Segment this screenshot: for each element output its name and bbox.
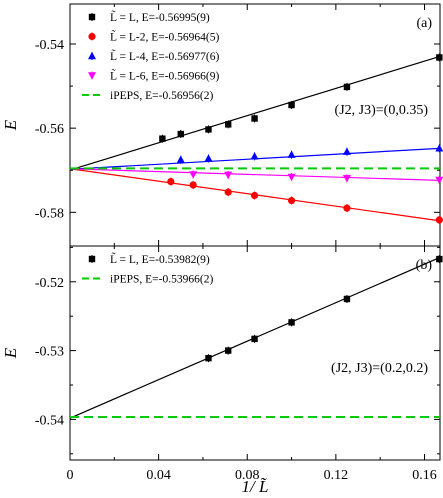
- y-tick-label: -0.58: [35, 206, 64, 221]
- fit-line: [69, 56, 440, 171]
- data-point: [435, 144, 443, 152]
- legend-marker: [88, 51, 96, 60]
- panel-label: (b): [416, 258, 433, 273]
- legend: L̃ = L, E=-0.53982(9) iPEPS, E=-0.53966(2…: [82, 252, 213, 286]
- y-tick-label: -0.53: [35, 345, 64, 360]
- data-point: [342, 175, 351, 183]
- data-point: [189, 181, 197, 189]
- data-point: [189, 171, 198, 179]
- data-point: [176, 155, 185, 163]
- plot-frame: [69, 245, 441, 461]
- data-point: [288, 101, 295, 109]
- x-tick-label: 0.08: [235, 468, 260, 483]
- data-point: [167, 178, 175, 186]
- data-point: [251, 335, 258, 343]
- data-point: [204, 154, 213, 162]
- parameter-annotation: (J2, J3)=(0,0.35): [335, 103, 429, 118]
- legend-label: iPEPS, E=-0.53966(2): [110, 274, 213, 286]
- fit-line: [69, 168, 440, 181]
- data-point: [288, 319, 295, 326]
- data-point: [343, 295, 351, 303]
- data-point: [224, 121, 232, 128]
- data-point: [224, 347, 232, 354]
- data-point: [177, 130, 184, 138]
- series-1: [69, 168, 443, 224]
- data-point: [250, 191, 259, 200]
- legend-label: iPEPS, E=-0.56956(2): [110, 90, 213, 102]
- legend-label: L̃ = L, E=-0.56995(9): [110, 10, 210, 24]
- series-2: [69, 144, 443, 170]
- data-point: [436, 54, 443, 61]
- panel-b: 0 0.04 0.08 0.12 0.16 -0.54 -0.53 -0.52 E L̃ = L,…: [1, 245, 443, 483]
- data-point: [250, 152, 259, 160]
- legend-item: L̃ = L-6, E=-0.56966(9): [88, 68, 219, 83]
- legend-item: L̃ = L-2, E=-0.56964(5): [88, 29, 219, 44]
- legend-marker: [88, 13, 96, 21]
- data-point: [343, 204, 351, 212]
- data-point: [342, 147, 351, 155]
- y-tick-label: -0.52: [35, 276, 64, 291]
- series-3: [69, 168, 443, 185]
- data-point: [287, 173, 296, 182]
- data-point: [287, 150, 296, 158]
- x-tick-label: 0.04: [146, 468, 171, 483]
- y-axis-title: E: [1, 347, 20, 359]
- data-point: [343, 83, 351, 91]
- data-point: [436, 255, 443, 263]
- panel-label: (a): [416, 16, 432, 31]
- data-point: [205, 126, 212, 133]
- x-tick-label: 0: [67, 468, 74, 483]
- y-tick-label: -0.54: [35, 413, 64, 428]
- x-tick-label: 0.12: [324, 468, 349, 483]
- x-tick-label: 0.16: [412, 468, 437, 483]
- data-point: [224, 171, 233, 180]
- legend-item: iPEPS, E=-0.53966(2): [82, 274, 213, 286]
- legend-label: L̃ = L-4, E=-0.56977(6): [110, 49, 219, 63]
- data-point: [435, 176, 443, 185]
- data-point: [251, 115, 258, 122]
- y-axis-title: E: [1, 119, 20, 131]
- legend-item: L̃ = L, E=-0.56995(9): [88, 10, 210, 24]
- legend-marker: [88, 32, 96, 41]
- y-tick-label: -0.56: [35, 122, 64, 137]
- legend-label: L̃ = L-2, E=-0.56964(5): [110, 29, 219, 43]
- legend: L̃ = L, E=-0.56995(9) L̃ = L-2, E=-0.5696…: [82, 10, 219, 102]
- legend-label: L̃ = L-6, E=-0.56966(9): [110, 68, 219, 82]
- data-point: [205, 354, 212, 362]
- legend-marker: [88, 72, 96, 80]
- series-0: [69, 53, 443, 171]
- y-tick-label: -0.54: [35, 38, 64, 53]
- data-point: [287, 196, 296, 205]
- data-point: [159, 135, 166, 142]
- legend-item: L̃ = L, E=-0.53982(9): [88, 252, 210, 266]
- parameter-annotation: (J2, J3)=(0.2,0.2): [331, 361, 428, 376]
- legend-label: L̃ = L, E=-0.53982(9): [110, 252, 210, 266]
- data-point: [224, 188, 232, 196]
- legend-item: iPEPS, E=-0.56956(2): [82, 90, 213, 102]
- legend-marker: [88, 255, 96, 263]
- x-axis-title: 1/ L̃: [242, 477, 269, 496]
- legend-item: L̃ = L-4, E=-0.56977(6): [88, 49, 219, 63]
- series-0: [69, 255, 443, 419]
- data-point: [435, 216, 443, 224]
